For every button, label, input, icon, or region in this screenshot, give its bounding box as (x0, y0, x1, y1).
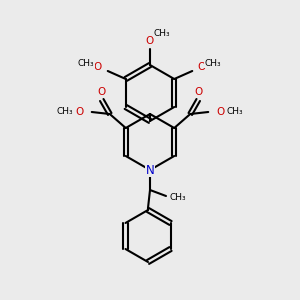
Text: CH₃: CH₃ (154, 28, 170, 38)
Text: N: N (146, 164, 154, 176)
Text: CH₃: CH₃ (170, 194, 186, 202)
Text: O: O (76, 107, 84, 117)
Text: O: O (94, 62, 102, 72)
Text: CH₃: CH₃ (56, 107, 73, 116)
Text: O: O (98, 87, 106, 97)
Text: O: O (194, 87, 202, 97)
Text: CH₃: CH₃ (77, 58, 94, 68)
Text: CH₃: CH₃ (227, 107, 244, 116)
Text: O: O (146, 36, 154, 46)
Text: CH₃: CH₃ (205, 58, 222, 68)
Text: O: O (216, 107, 224, 117)
Text: O: O (197, 62, 206, 72)
